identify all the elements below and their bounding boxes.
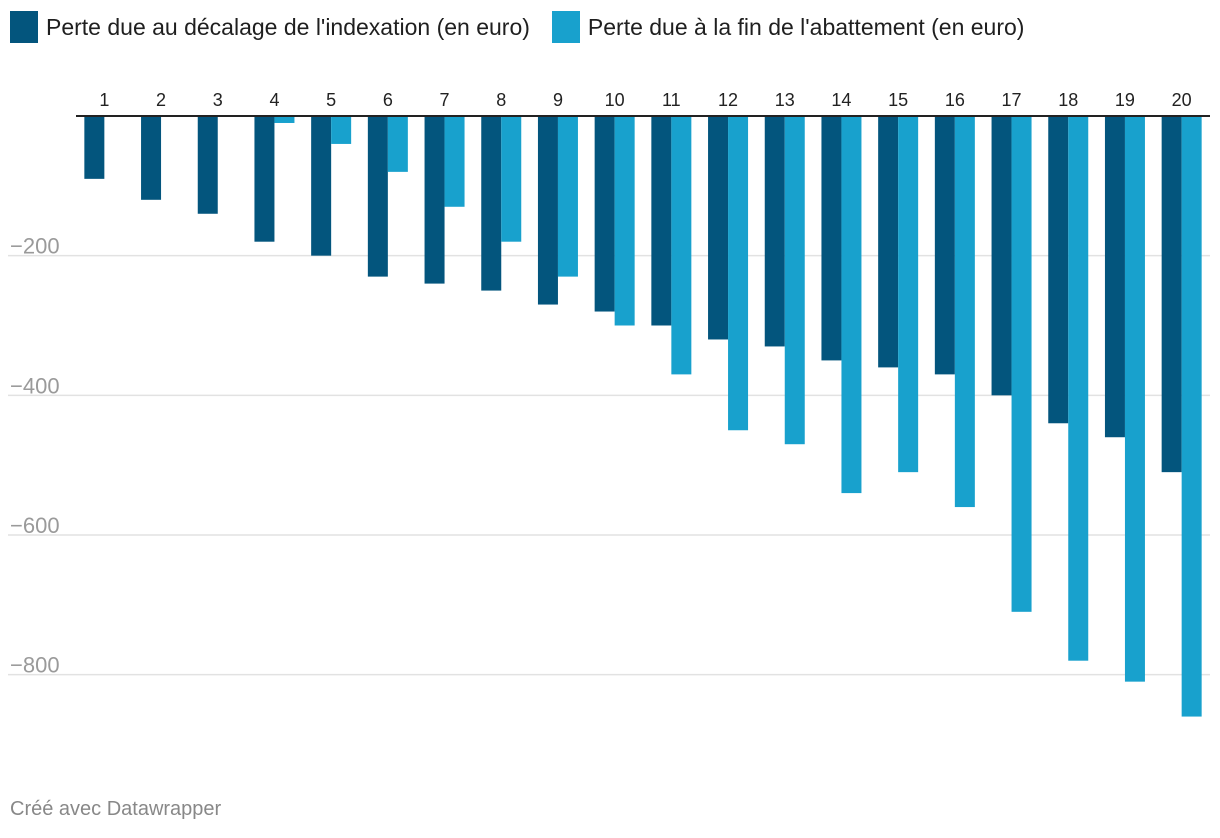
y-tick-label-2: −400 xyxy=(10,373,60,398)
x-tick-label-8: 8 xyxy=(496,90,506,110)
x-tick-label-1: 1 xyxy=(99,90,109,110)
y-tick-label-4: −800 xyxy=(10,653,60,678)
x-tick-label-2: 2 xyxy=(156,90,166,110)
bar-series2-cat12 xyxy=(728,116,749,431)
legend: Perte due au décalage de l'indexation (e… xyxy=(10,10,1024,44)
bar-series1-cat8 xyxy=(481,116,502,291)
x-tick-label-5: 5 xyxy=(326,90,336,110)
bar-series1-cat15 xyxy=(878,116,899,368)
x-tick-label-20: 20 xyxy=(1172,90,1192,110)
bar-series2-cat14 xyxy=(841,116,862,494)
bar-series1-cat14 xyxy=(821,116,842,361)
bar-series2-cat8 xyxy=(501,116,522,242)
bar-series2-cat13 xyxy=(784,116,805,445)
bar-series1-cat20 xyxy=(1161,116,1182,473)
x-tick-label-17: 17 xyxy=(1002,90,1022,110)
bar-series1-cat13 xyxy=(764,116,785,347)
x-tick-label-4: 4 xyxy=(269,90,279,110)
x-tick-label-10: 10 xyxy=(605,90,625,110)
x-tick-label-13: 13 xyxy=(775,90,795,110)
footer-credit: Créé avec Datawrapper xyxy=(10,798,222,820)
x-tick-label-3: 3 xyxy=(213,90,223,110)
bar-series2-cat20 xyxy=(1181,116,1202,717)
bar-series2-cat9 xyxy=(557,116,578,277)
bar-series1-cat12 xyxy=(708,116,729,340)
bar-series1-cat10 xyxy=(594,116,615,312)
bar-series2-cat15 xyxy=(898,116,919,473)
x-tick-label-6: 6 xyxy=(383,90,393,110)
legend-label-abattement: Perte due à la fin de l'abattement (en e… xyxy=(587,13,1025,40)
bar-series2-cat17 xyxy=(1011,116,1032,612)
x-tick-label-12: 12 xyxy=(718,90,738,110)
y-tick-label-1: −200 xyxy=(10,234,60,259)
bar-series1-cat7 xyxy=(424,116,445,284)
bar-series2-cat19 xyxy=(1124,116,1145,682)
legend-item-indexation: Perte due au décalage de l'indexation (e… xyxy=(10,11,530,43)
bar-series1-cat17 xyxy=(991,116,1012,396)
bar-series2-cat7 xyxy=(444,116,465,207)
x-tick-label-14: 14 xyxy=(831,90,851,110)
x-tick-label-7: 7 xyxy=(440,90,450,110)
x-tick-label-16: 16 xyxy=(945,90,965,110)
bar-series2-cat5 xyxy=(331,116,352,144)
bar-series1-cat3 xyxy=(197,116,218,214)
x-tick-label-9: 9 xyxy=(553,90,563,110)
bar-series2-cat11 xyxy=(671,116,692,375)
bar-series1-cat19 xyxy=(1104,116,1125,438)
bar-series1-cat4 xyxy=(254,116,275,242)
x-tick-label-15: 15 xyxy=(888,90,908,110)
bar-series2-cat6 xyxy=(387,116,408,172)
bar-series2-cat18 xyxy=(1068,116,1089,661)
legend-item-abattement: Perte due à la fin de l'abattement (en e… xyxy=(551,11,1025,43)
bar-series2-cat4 xyxy=(274,116,295,123)
legend-swatch-abattement xyxy=(551,11,580,43)
legend-label-indexation: Perte due au décalage de l'indexation (e… xyxy=(46,13,530,40)
bar-series1-cat5 xyxy=(311,116,332,256)
bar-series1-cat1 xyxy=(84,116,105,179)
x-tick-label-11: 11 xyxy=(662,90,681,110)
bar-series2-cat10 xyxy=(614,116,635,326)
bar-series1-cat16 xyxy=(934,116,955,375)
legend-swatch-indexation xyxy=(10,11,38,43)
bar-series1-cat9 xyxy=(537,116,558,305)
y-tick-label-3: −600 xyxy=(10,513,60,538)
x-tick-label-18: 18 xyxy=(1058,90,1078,110)
bar-series1-cat18 xyxy=(1048,116,1069,424)
bar-series1-cat11 xyxy=(651,116,672,326)
x-tick-label-19: 19 xyxy=(1115,90,1135,110)
bar-series1-cat6 xyxy=(367,116,388,277)
bar-series2-cat16 xyxy=(954,116,975,508)
bar-series1-cat2 xyxy=(141,116,162,200)
